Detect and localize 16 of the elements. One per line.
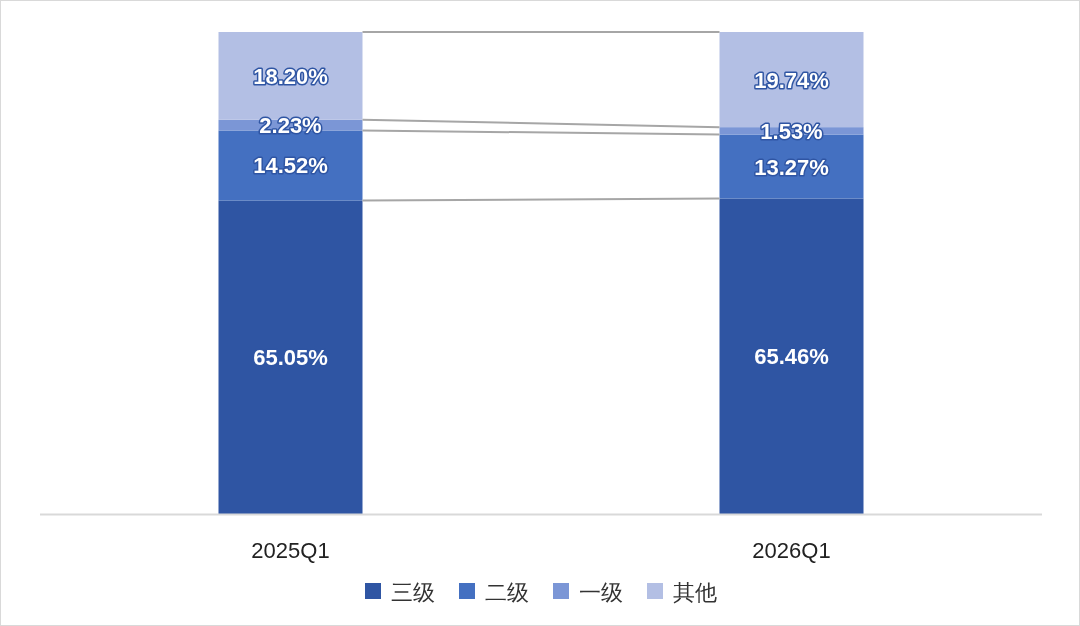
legend-label: 三级: [391, 580, 435, 605]
bar: [719, 198, 864, 514]
data-label: 65.05%: [253, 345, 328, 371]
legend-label: 其他: [673, 580, 717, 605]
legend-label: 一级: [579, 580, 623, 605]
data-label: 19.74%: [754, 67, 829, 93]
data-label: 65.46%: [754, 344, 829, 370]
bar: [218, 200, 363, 514]
data-label: 14.52%: [253, 153, 328, 179]
data-label: 1.53%: [760, 118, 823, 144]
legend-label: 二级: [485, 580, 529, 605]
x-tick-label: 2025Q1: [251, 538, 330, 563]
data-label: 13.27%: [754, 154, 829, 180]
x-tick-label: 2026Q1: [752, 538, 831, 563]
data-label: 18.20%: [253, 63, 328, 89]
data-label: 2.23%: [259, 113, 322, 139]
